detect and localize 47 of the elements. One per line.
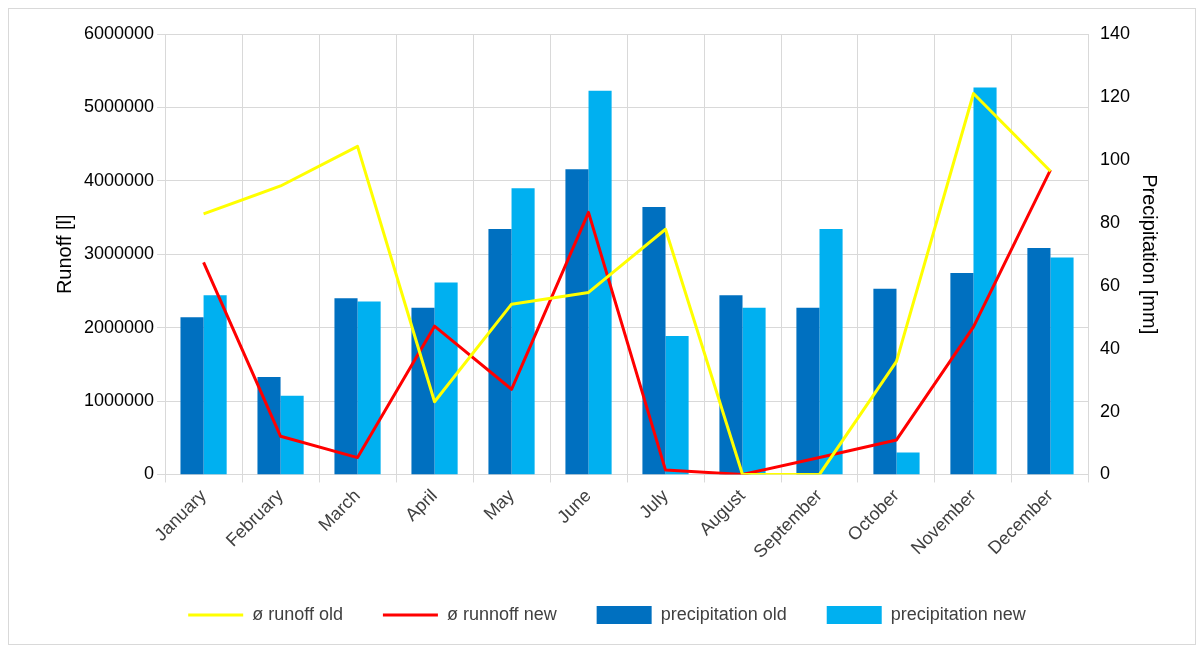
bar bbox=[642, 207, 666, 475]
bar bbox=[565, 169, 589, 475]
y-tick-label: 0 bbox=[144, 463, 155, 484]
x-tick-label: July bbox=[635, 485, 672, 523]
y2-axis-title: Precipitation [mm] bbox=[1139, 174, 1162, 335]
y-tick-label: 5000000 bbox=[84, 96, 155, 117]
legend-label: precipitation old bbox=[660, 603, 787, 624]
bar bbox=[203, 295, 227, 475]
bar bbox=[896, 452, 920, 475]
bar bbox=[434, 282, 458, 475]
bar bbox=[873, 288, 897, 475]
y2-tick-label: 80 bbox=[1099, 211, 1120, 232]
bar bbox=[180, 317, 204, 475]
bar bbox=[1050, 257, 1074, 475]
bar bbox=[796, 307, 820, 475]
y2-tick-label: 40 bbox=[1099, 337, 1120, 358]
y2-tick-label: 20 bbox=[1099, 400, 1120, 421]
bar bbox=[973, 87, 997, 475]
y-tick-label: 1000000 bbox=[84, 390, 155, 411]
bar bbox=[257, 376, 281, 475]
bar bbox=[488, 229, 512, 475]
y2-tick-label: 140 bbox=[1099, 22, 1131, 43]
bar bbox=[334, 298, 358, 475]
bar bbox=[357, 301, 381, 475]
legend-label: precipitation new bbox=[890, 603, 1027, 624]
y2-tick-label: 60 bbox=[1099, 274, 1120, 295]
legend-label: ø runoff old bbox=[252, 603, 343, 624]
y2-tick-label: 0 bbox=[1099, 463, 1110, 484]
bar bbox=[511, 188, 535, 475]
y2-tick-label: 100 bbox=[1099, 148, 1131, 169]
y-tick-label: 2000000 bbox=[84, 316, 155, 337]
bar bbox=[819, 229, 843, 475]
y-tick-label: 4000000 bbox=[84, 169, 155, 190]
bar bbox=[742, 307, 766, 475]
bar bbox=[411, 307, 435, 475]
bar bbox=[950, 273, 974, 475]
legend-label: ø runnoff new bbox=[446, 603, 558, 624]
bar bbox=[280, 395, 304, 475]
bar bbox=[588, 90, 612, 475]
x-tick-label: May bbox=[479, 485, 518, 524]
y-axis-title: Runoff [l] bbox=[52, 214, 75, 295]
y-tick-label: 6000000 bbox=[84, 22, 155, 43]
bar bbox=[719, 295, 743, 475]
y-tick-label: 3000000 bbox=[84, 243, 155, 264]
y2-tick-label: 120 bbox=[1099, 85, 1131, 106]
bar bbox=[1027, 247, 1051, 475]
bar bbox=[665, 336, 689, 475]
